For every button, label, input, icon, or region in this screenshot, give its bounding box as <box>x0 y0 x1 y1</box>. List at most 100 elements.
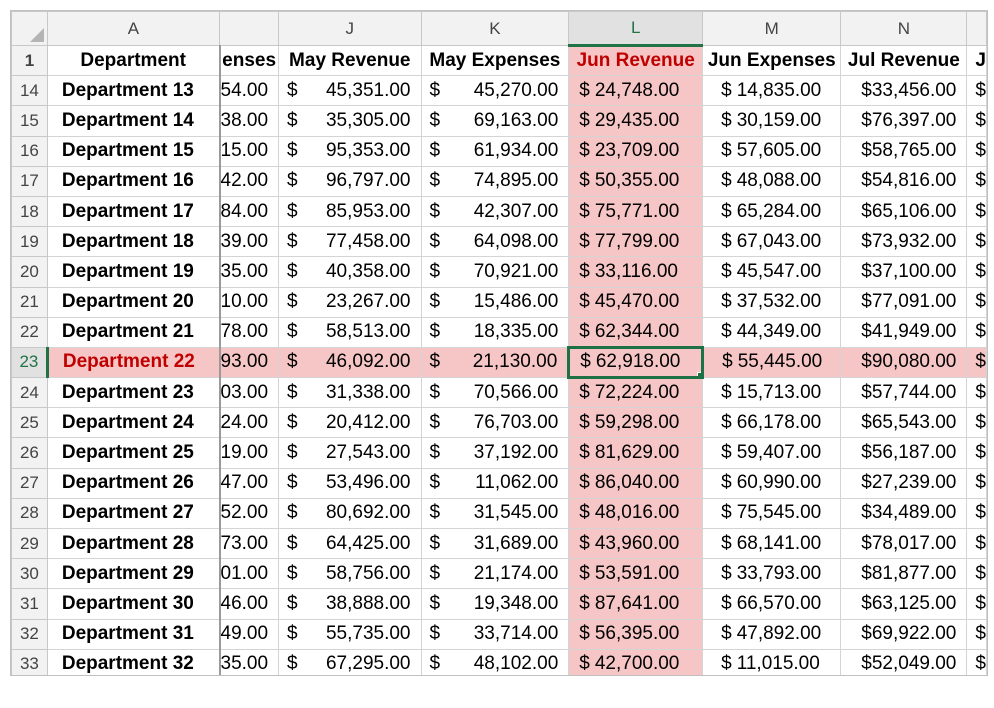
cell-may-revenue[interactable]: $58,513.00 <box>278 316 422 348</box>
cell-may-revenue[interactable]: $23,267.00 <box>278 286 422 318</box>
header-may-expenses[interactable]: May Expenses <box>420 44 570 77</box>
cell-may-revenue[interactable]: $27,543.00 <box>278 437 422 469</box>
fill-handle[interactable] <box>697 372 700 375</box>
cell-may-revenue[interactable]: $67,295.00 <box>278 648 422 675</box>
cell-may-revenue[interactable]: $96,797.00 <box>278 165 422 197</box>
cell-may-revenue[interactable]: $64,425.00 <box>278 527 422 560</box>
cell-edge-partial[interactable]: $ <box>966 75 987 107</box>
cell-may-expenses[interactable]: $61,934.00 <box>420 135 570 167</box>
spreadsheet-grid[interactable]: A J K L M N 1 Department enses May Reven… <box>10 10 988 676</box>
cell-jul-revenue[interactable]: $58,765.00 <box>840 135 968 167</box>
cell-jun-revenue[interactable]: $45,470.00 <box>568 286 704 318</box>
cell-department[interactable]: Department 16 <box>46 165 221 197</box>
cell-department[interactable]: Department 22 <box>46 346 221 379</box>
column-header-o-partial[interactable] <box>966 11 987 46</box>
cell-jun-expenses[interactable]: $55,445.00 <box>702 346 842 379</box>
cell-edge-partial[interactable]: $ <box>966 256 987 288</box>
cell-jun-revenue[interactable]: $42,700.00 <box>568 648 704 675</box>
cell-jun-revenue[interactable]: $24,748.00 <box>568 75 704 107</box>
cell-jun-revenue[interactable]: $81,629.00 <box>568 437 704 469</box>
cell-partial-column[interactable]: 84.00 <box>218 195 280 228</box>
cell-may-expenses[interactable]: $33,714.00 <box>420 618 570 650</box>
cell-may-expenses[interactable]: $37,192.00 <box>420 437 570 469</box>
cell-may-expenses[interactable]: $76,703.00 <box>420 407 570 439</box>
row-header[interactable]: 21 <box>11 286 48 318</box>
cell-jun-expenses[interactable]: $37,532.00 <box>702 286 842 318</box>
cell-department[interactable]: Department 32 <box>46 648 221 675</box>
cell-may-expenses[interactable]: $42,307.00 <box>420 195 570 228</box>
cell-department[interactable]: Department 15 <box>46 135 221 167</box>
cell-jun-expenses[interactable]: $57,605.00 <box>702 135 842 167</box>
cell-jul-revenue[interactable]: $63,125.00 <box>840 588 968 620</box>
cell-may-revenue[interactable]: $20,412.00 <box>278 407 422 439</box>
cell-edge-partial[interactable]: $ <box>966 377 987 409</box>
cell-partial-column[interactable]: 73.00 <box>218 527 280 560</box>
cell-edge-partial[interactable]: $ <box>966 105 987 137</box>
cell-jul-revenue[interactable]: $90,080.00 <box>840 346 968 379</box>
cell-jun-revenue[interactable]: $77,799.00 <box>568 226 704 258</box>
cell-partial-column[interactable]: 35.00 <box>218 648 280 675</box>
cell-partial-column[interactable]: 42.00 <box>218 165 280 197</box>
cell-edge-partial[interactable]: $ <box>966 286 987 318</box>
header-jun-revenue[interactable]: Jun Revenue <box>568 44 704 77</box>
cell-jul-revenue[interactable]: $78,017.00 <box>840 527 968 560</box>
cell-may-revenue[interactable]: $46,092.00 <box>278 346 422 379</box>
cell-department[interactable]: Department 13 <box>46 75 221 107</box>
row-header[interactable]: 15 <box>11 105 48 137</box>
cell-jul-revenue[interactable]: $69,922.00 <box>840 618 968 650</box>
cell-jun-expenses[interactable]: $66,178.00 <box>702 407 842 439</box>
cell-jul-revenue[interactable]: $81,877.00 <box>840 558 968 590</box>
cell-department[interactable]: Department 18 <box>46 226 221 258</box>
cell-edge-partial[interactable]: $ <box>966 497 987 530</box>
row-header[interactable]: 14 <box>11 75 48 107</box>
cell-jul-revenue[interactable]: $41,949.00 <box>840 316 968 348</box>
cell-department[interactable]: Department 20 <box>46 286 221 318</box>
row-header[interactable]: 23 <box>11 346 49 379</box>
cell-jun-expenses[interactable]: $11,015.00 <box>702 648 842 675</box>
cell-jun-revenue[interactable]: $86,040.00 <box>568 467 704 499</box>
header-may-revenue[interactable]: May Revenue <box>278 44 422 77</box>
row-header[interactable]: 1 <box>11 44 48 77</box>
cell-may-revenue[interactable]: $45,351.00 <box>278 75 422 107</box>
cell-department[interactable]: Department 29 <box>46 558 221 590</box>
cell-partial-column[interactable]: 47.00 <box>218 467 280 499</box>
cell-jun-expenses[interactable]: $59,407.00 <box>702 437 842 469</box>
cell-department[interactable]: Department 21 <box>46 316 221 348</box>
cell-jul-revenue[interactable]: $52,049.00 <box>840 648 968 675</box>
header-jul-revenue[interactable]: Jul Revenue <box>840 44 968 77</box>
cell-partial-column[interactable]: 38.00 <box>218 105 280 137</box>
row-header[interactable]: 18 <box>11 195 48 228</box>
cell-jun-expenses[interactable]: $47,892.00 <box>702 618 842 650</box>
cell-edge-partial[interactable]: $ <box>966 558 987 590</box>
row-header[interactable]: 33 <box>11 648 48 675</box>
cell-may-revenue[interactable]: $38,888.00 <box>278 588 422 620</box>
cell-department[interactable]: Department 28 <box>46 527 221 560</box>
cell-edge-partial[interactable]: $ <box>966 165 987 197</box>
cell-may-revenue[interactable]: $55,735.00 <box>278 618 422 650</box>
cell-department[interactable]: Department 30 <box>46 588 221 620</box>
cell-jun-expenses[interactable]: $65,284.00 <box>702 195 842 228</box>
cell-jul-revenue[interactable]: $37,100.00 <box>840 256 968 288</box>
cell-edge-partial[interactable]: $ <box>966 467 987 499</box>
cell-jul-revenue[interactable]: $77,091.00 <box>840 286 968 318</box>
select-all-corner[interactable] <box>11 11 48 46</box>
cell-may-expenses[interactable]: $31,545.00 <box>420 497 570 530</box>
cell-edge-partial[interactable]: $ <box>966 527 987 560</box>
cell-jun-expenses[interactable]: $67,043.00 <box>702 226 842 258</box>
cell-jun-expenses[interactable]: $44,349.00 <box>702 316 842 348</box>
cell-department[interactable]: Department 25 <box>46 437 221 469</box>
cell-jun-expenses[interactable]: $66,570.00 <box>702 588 842 620</box>
cell-partial-column[interactable]: 54.00 <box>218 75 280 107</box>
cell-may-expenses[interactable]: $70,921.00 <box>420 256 570 288</box>
cell-department[interactable]: Department 17 <box>46 195 221 228</box>
column-header-m[interactable]: M <box>702 11 842 46</box>
row-header[interactable]: 25 <box>11 407 48 439</box>
cell-jul-revenue[interactable]: $65,543.00 <box>840 407 968 439</box>
cell-jul-revenue[interactable]: $34,489.00 <box>840 497 968 530</box>
row-header[interactable]: 17 <box>11 165 48 197</box>
row-header[interactable]: 29 <box>11 527 48 560</box>
cell-partial-column[interactable]: 46.00 <box>218 588 280 620</box>
cell-may-revenue[interactable]: $31,338.00 <box>278 377 422 409</box>
cell-may-expenses[interactable]: $21,174.00 <box>420 558 570 590</box>
cell-jul-revenue[interactable]: $65,106.00 <box>840 195 968 228</box>
